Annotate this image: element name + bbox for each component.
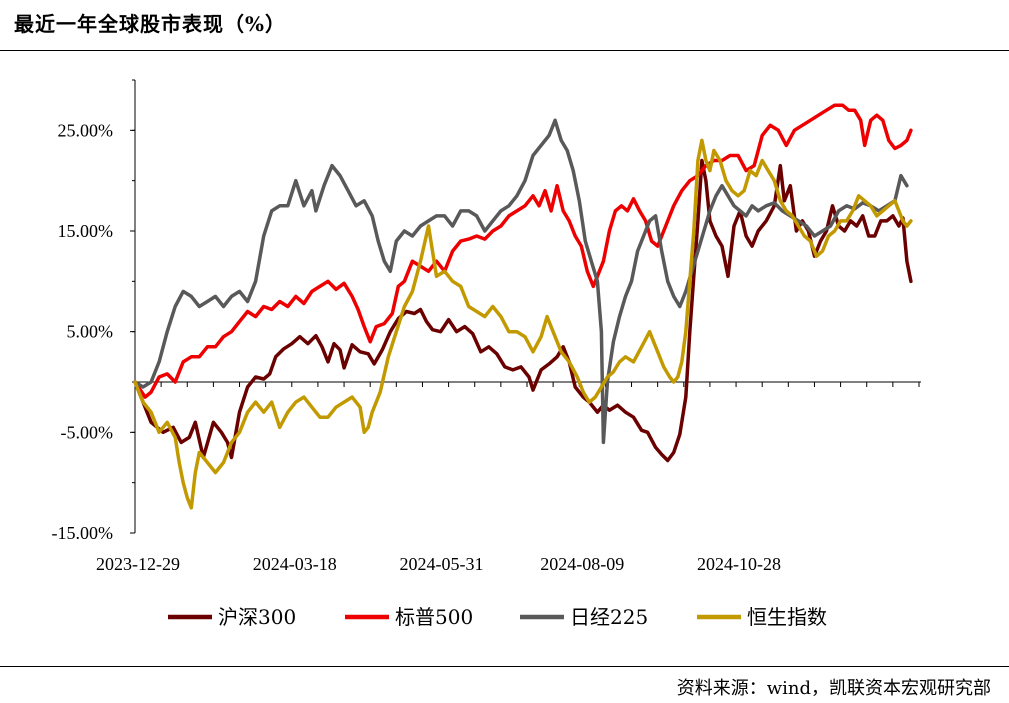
legend-label-3: 日经225 xyxy=(570,605,648,629)
legend: 沪深300 标普500 日经225 恒生指数 xyxy=(168,605,827,629)
legend-label-4: 恒生指数 xyxy=(747,605,827,629)
y-tick-label: 15.00% xyxy=(58,221,114,241)
y-tick-label: 5.00% xyxy=(67,322,114,342)
series-line-3 xyxy=(133,118,909,445)
y-tick-label: 25.00% xyxy=(58,120,114,140)
legend-label-2: 标普500 xyxy=(395,605,473,629)
y-tick-label: -5.00% xyxy=(61,422,114,442)
series-line-2 xyxy=(133,103,913,399)
source-divider xyxy=(0,666,1009,667)
title-divider xyxy=(0,50,1009,51)
series-line-4 xyxy=(133,138,913,510)
x-tick-label: 2024-10-28 xyxy=(697,554,781,574)
y-tick-label: -15.00% xyxy=(52,523,114,543)
legend-label-1: 沪深300 xyxy=(218,605,296,629)
plot-area: 25.00% 15.00% 5.00% -5.00% -15.00% 2023-12-29… xyxy=(52,79,921,574)
chart-title: 最近一年全球股市表现（%） xyxy=(14,12,287,36)
x-tick-label: 2024-05-31 xyxy=(400,554,484,574)
source-note: 资料来源：wind，凯联资本宏观研究部 xyxy=(676,678,991,699)
x-tick-label: 2024-03-18 xyxy=(253,554,337,574)
x-tick-label: 2023-12-29 xyxy=(96,554,180,574)
x-tick-label: 2024-08-09 xyxy=(540,554,624,574)
